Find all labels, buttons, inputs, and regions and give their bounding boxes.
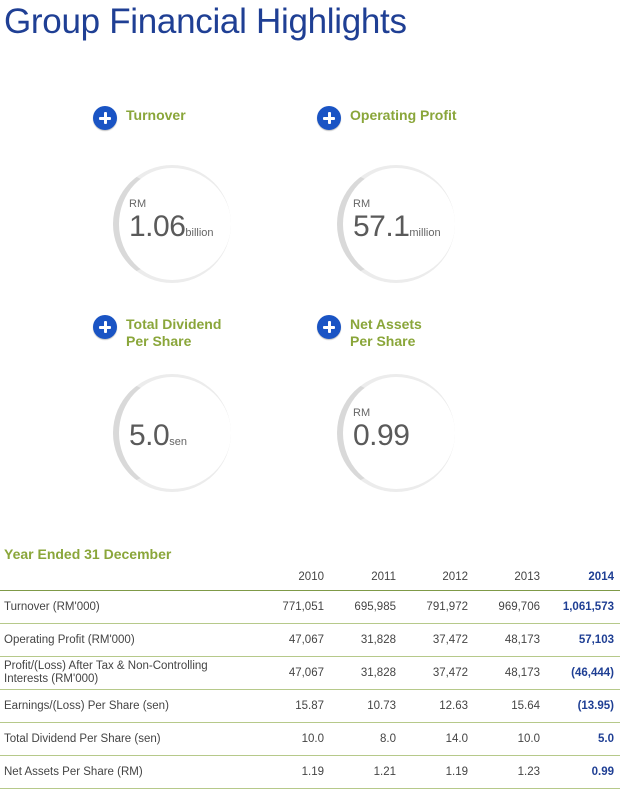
- highlight-label: Total Dividend Per Share: [126, 316, 276, 350]
- year-header: 2010: [245, 563, 330, 591]
- row-label: Turnover (RM'000): [0, 590, 245, 624]
- highlight-label-line: Total Dividend: [126, 316, 222, 332]
- table-row: Operating Profit (RM'000) 47,067 31,828 …: [0, 623, 620, 657]
- row-label: Net Assets Per Share (RM): [0, 755, 245, 789]
- table-header-blank: [0, 563, 245, 591]
- table-cell-current: 0.99: [546, 755, 620, 789]
- row-label: Operating Profit (RM'000): [0, 623, 245, 657]
- table-cell: 15.64: [474, 689, 546, 723]
- financial-table: 2010 2011 2012 2013 2014 Turnover (RM'00…: [0, 563, 620, 789]
- value-unit: billion: [185, 227, 214, 239]
- highlight-net-assets: Net Assets Per Share RM 0.99: [317, 314, 547, 514]
- plus-icon[interactable]: [317, 106, 341, 130]
- table-cell-current: 1,061,573: [546, 590, 620, 624]
- year-header: 2013: [474, 563, 546, 591]
- table-cell: 31,828: [330, 656, 402, 690]
- table-cell-current: 57,103: [546, 623, 620, 657]
- value-number: 0.99: [353, 419, 410, 452]
- table-row: Total Dividend Per Share (sen) 10.0 8.0 …: [0, 722, 620, 756]
- plus-icon[interactable]: [93, 106, 117, 130]
- value-unit: sen: [169, 436, 187, 448]
- highlight-value: RM 0.99: [353, 407, 410, 453]
- table-cell: 969,706: [474, 590, 546, 624]
- table-cell: 10.73: [330, 689, 402, 723]
- year-header: 2011: [330, 563, 402, 591]
- row-label: Earnings/(Loss) Per Share (sen): [0, 689, 245, 723]
- value-unit: million: [409, 227, 441, 239]
- table-cell: 1.19: [402, 755, 474, 789]
- table-cell: 31,828: [330, 623, 402, 657]
- table-cell: 1.21: [330, 755, 402, 789]
- value-currency: RM: [129, 198, 147, 210]
- table-cell: 15.87: [245, 689, 330, 723]
- table-cell: 47,067: [245, 656, 330, 690]
- table-row: Earnings/(Loss) Per Share (sen) 15.87 10…: [0, 689, 620, 723]
- table-cell: 48,173: [474, 656, 546, 690]
- table-row: Profit/(Loss) After Tax & Non-Controllin…: [0, 656, 620, 690]
- table-cell: 12.63: [402, 689, 474, 723]
- highlight-operating-profit: Operating Profit RM 57.1million: [317, 105, 547, 305]
- table-cell: 37,472: [402, 656, 474, 690]
- row-label: Profit/(Loss) After Tax & Non-Controllin…: [0, 656, 245, 690]
- ring-decoration: [337, 374, 455, 492]
- table-cell: 10.0: [245, 722, 330, 756]
- value-currency: [129, 407, 187, 419]
- highlight-label: Net Assets Per Share: [350, 316, 500, 350]
- table-row: Turnover (RM'000) 771,051 695,985 791,97…: [0, 590, 620, 624]
- highlight-label-line: Per Share: [350, 333, 416, 349]
- highlight-label-line: Per Share: [126, 333, 192, 349]
- table-cell: 47,067: [245, 623, 330, 657]
- ring-decoration: [113, 165, 231, 283]
- table-cell: 48,173: [474, 623, 546, 657]
- table-cell-current: (13.95): [546, 689, 620, 723]
- table-cell: 771,051: [245, 590, 330, 624]
- highlight-label: Turnover: [126, 107, 276, 124]
- page-title: Group Financial Highlights: [4, 2, 407, 41]
- plus-icon[interactable]: [317, 315, 341, 339]
- year-header: 2012: [402, 563, 474, 591]
- table-cell: 37,472: [402, 623, 474, 657]
- table-cell: 10.0: [474, 722, 546, 756]
- value-number: 5.0: [129, 419, 170, 452]
- ring-decoration: [337, 165, 455, 283]
- value-currency: RM: [353, 198, 371, 210]
- table-cell: 1.23: [474, 755, 546, 789]
- table-cell-current: 5.0: [546, 722, 620, 756]
- row-label: Total Dividend Per Share (sen): [0, 722, 245, 756]
- highlight-value: RM 57.1million: [353, 198, 441, 244]
- table-cell: 1.19: [245, 755, 330, 789]
- value-number: 1.06: [129, 210, 186, 243]
- table-header-row: 2010 2011 2012 2013 2014: [0, 563, 620, 591]
- table-cell: 8.0: [330, 722, 402, 756]
- highlight-total-dividend: Total Dividend Per Share 5.0sen: [93, 314, 323, 514]
- ring-decoration: [113, 374, 231, 492]
- value-currency: RM: [353, 407, 371, 419]
- table-cell: 14.0: [402, 722, 474, 756]
- highlight-label-line: Operating Profit: [350, 107, 457, 123]
- year-header-current: 2014: [546, 563, 620, 591]
- table-cell-current: (46,444): [546, 656, 620, 690]
- highlight-turnover: Turnover RM 1.06billion: [93, 105, 323, 305]
- table-row: Net Assets Per Share (RM) 1.19 1.21 1.19…: [0, 755, 620, 789]
- plus-icon[interactable]: [93, 315, 117, 339]
- table-cell: 695,985: [330, 590, 402, 624]
- table-cell: 791,972: [402, 590, 474, 624]
- highlight-value: RM 1.06billion: [129, 198, 214, 244]
- highlight-label-line: Turnover: [126, 107, 186, 123]
- section-title: Year Ended 31 December: [4, 546, 172, 562]
- highlight-label: Operating Profit: [350, 107, 500, 124]
- value-number: 57.1: [353, 210, 410, 243]
- highlight-value: 5.0sen: [129, 407, 187, 453]
- highlight-label-line: Net Assets: [350, 316, 422, 332]
